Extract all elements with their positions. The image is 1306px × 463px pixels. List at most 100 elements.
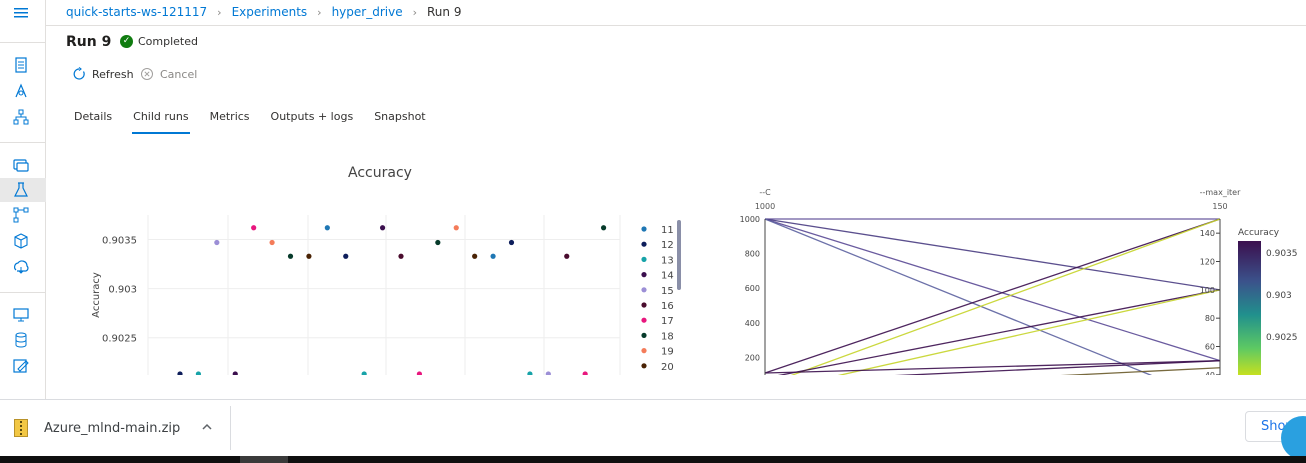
cancel-label: Cancel xyxy=(160,67,198,81)
models-icon[interactable] xyxy=(12,232,30,250)
data-point xyxy=(195,371,202,375)
tab-metrics[interactable]: Metrics xyxy=(209,110,250,123)
series-line xyxy=(764,218,1221,362)
data-point xyxy=(214,239,220,246)
page-title: Run 9 xyxy=(66,34,112,50)
rail-divider xyxy=(0,292,46,293)
axis-tick-label: 600 xyxy=(745,284,760,293)
tab-bar: Details Child runs Metrics Outputs + log… xyxy=(74,110,447,134)
axis-range-label: 150 xyxy=(1212,202,1227,211)
automl-icon[interactable] xyxy=(12,82,30,100)
legend-label: 20 xyxy=(661,362,674,373)
legend-marker xyxy=(641,272,647,278)
data-point xyxy=(361,371,367,375)
data-point xyxy=(490,253,496,259)
axis-tick-label: 100 xyxy=(1200,286,1215,295)
data-point xyxy=(232,371,238,375)
status-text: Completed xyxy=(138,35,198,48)
legend-marker xyxy=(641,241,647,247)
axis-tick-label: 40 xyxy=(1205,371,1215,375)
breadcrumb-current: Run 9 xyxy=(427,5,462,19)
tab-snapshot[interactable]: Snapshot xyxy=(374,110,426,123)
experiments-icon[interactable] xyxy=(12,181,30,199)
taskbar-item[interactable] xyxy=(240,456,288,463)
notebook-icon[interactable] xyxy=(12,56,30,74)
download-filename: Azure_mlnd-main.zip xyxy=(44,420,181,436)
breadcrumb-workspace[interactable]: quick-starts-ws-121117 xyxy=(66,5,208,19)
data-point xyxy=(398,253,404,259)
cancel-button[interactable]: Cancel xyxy=(140,67,197,81)
y-tick-label: 0.903 xyxy=(108,285,137,296)
legend-label: 14 xyxy=(661,271,674,282)
data-point xyxy=(343,253,349,259)
y-tick-label: 0.9035 xyxy=(102,236,137,247)
legend-marker xyxy=(641,317,647,323)
designer-icon[interactable] xyxy=(12,108,30,126)
header-divider xyxy=(46,25,1306,26)
pipelines-icon[interactable] xyxy=(12,206,30,224)
menu-icon[interactable] xyxy=(12,4,30,22)
datasets-icon[interactable] xyxy=(12,156,30,174)
series-line xyxy=(764,218,1153,375)
axis-tick-label: 400 xyxy=(745,319,760,328)
taskbar xyxy=(0,456,1306,463)
axis-tick-label: 800 xyxy=(745,250,760,259)
parcoords-svg: --C 1000 --max_iter 150 1000 800 600 400 200 140 1… xyxy=(740,188,1298,375)
download-item[interactable]: Azure_mlnd-main.zip xyxy=(14,412,180,444)
legend-label: 13 xyxy=(661,255,674,266)
scatter-svg: 0.9035 0.903 0.9025 Accuracy Accuracy 11 12 13 1… xyxy=(91,165,681,375)
refresh-button[interactable]: Refresh xyxy=(72,67,134,81)
rail-divider xyxy=(0,42,46,43)
download-divider xyxy=(230,406,231,450)
zip-file-icon xyxy=(14,419,28,437)
parallel-coordinates-chart: --C 1000 --max_iter 150 1000 800 600 400 200 140 1… xyxy=(730,183,1306,375)
data-point xyxy=(287,253,294,259)
axis-tick-label: 140 xyxy=(1200,229,1215,238)
status-badge: ✓ Completed xyxy=(120,35,198,48)
datastores-icon[interactable] xyxy=(12,331,30,349)
refresh-icon xyxy=(73,67,85,80)
breadcrumb-experiment[interactable]: hyper_drive xyxy=(331,5,403,19)
data-point xyxy=(177,371,183,375)
download-bar xyxy=(0,399,1306,456)
data-point xyxy=(379,225,386,231)
endpoints-icon[interactable] xyxy=(12,258,30,276)
series-line xyxy=(764,360,1221,374)
series-line xyxy=(790,218,1221,375)
compute-icon[interactable] xyxy=(12,306,30,324)
axis-tick-label: 60 xyxy=(1205,343,1215,352)
legend-marker xyxy=(641,348,647,354)
colorbar xyxy=(1238,241,1261,375)
tab-child-runs[interactable]: Child runs xyxy=(132,110,191,134)
chart-title: Accuracy xyxy=(348,165,412,181)
legend-label: 12 xyxy=(661,240,674,251)
chevron-up-icon[interactable] xyxy=(200,420,214,434)
legend-label: 17 xyxy=(661,316,674,327)
legend-scrollbar xyxy=(677,220,681,290)
axis-label: --C xyxy=(759,188,771,197)
breadcrumb-experiments[interactable]: Experiments xyxy=(231,5,308,19)
labeling-icon[interactable] xyxy=(12,357,30,375)
tab-outputs-logs[interactable]: Outputs + logs xyxy=(270,110,354,123)
y-axis-label: Accuracy xyxy=(91,272,102,318)
accuracy-scatter-chart: 0.9035 0.903 0.9025 Accuracy Accuracy 11 12 13 1… xyxy=(80,160,700,375)
legend-marker xyxy=(641,256,647,262)
chevron-right-icon: › xyxy=(217,5,222,19)
check-circle-icon: ✓ xyxy=(120,35,133,48)
data-point xyxy=(435,239,441,246)
data-point xyxy=(306,253,312,259)
colorbar-tick-label: 0.9025 xyxy=(1266,333,1298,343)
legend-marker xyxy=(641,332,647,338)
data-point xyxy=(582,371,588,375)
series-line xyxy=(837,289,1221,375)
tab-details[interactable]: Details xyxy=(74,110,113,123)
chevron-right-icon: › xyxy=(317,5,322,19)
y-tick-label: 0.9025 xyxy=(102,334,137,345)
legend-label: 19 xyxy=(661,347,674,358)
data-point xyxy=(472,253,478,259)
data-point xyxy=(508,239,515,246)
axis-tick-label: 80 xyxy=(1205,314,1215,323)
colorbar-title: Accuracy xyxy=(1238,228,1280,238)
series-line xyxy=(764,218,1221,291)
